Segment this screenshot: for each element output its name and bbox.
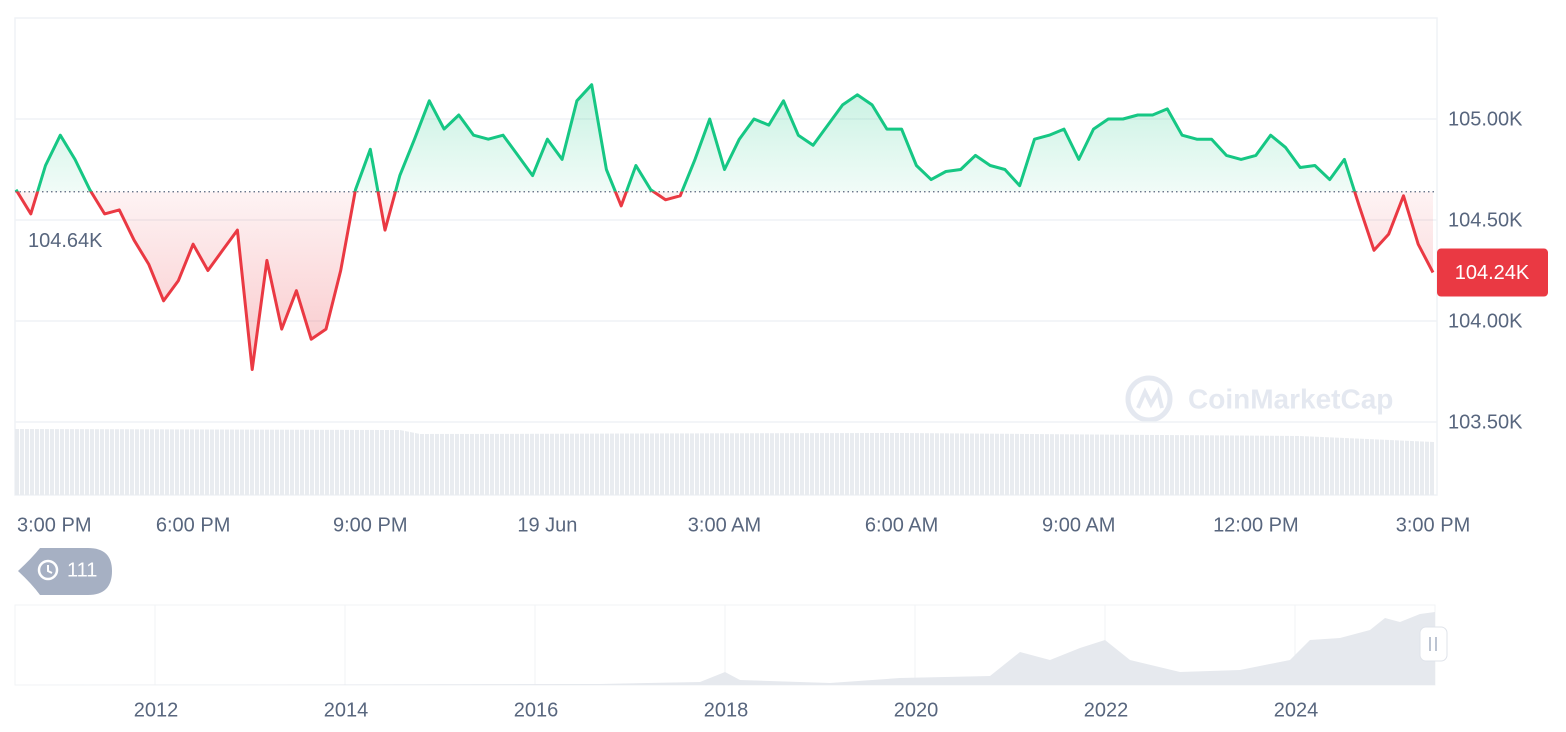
area-fill [16,84,1433,370]
x-tick-label: 3:00 AM [688,514,761,536]
year-label: 2016 [514,699,559,721]
x-tick-label: 9:00 AM [1042,514,1115,536]
last-price-label: 104.24K [1455,262,1530,284]
volume-bars [15,429,1434,495]
x-tick-label: 12:00 PM [1213,514,1299,536]
x-tick-label: 9:00 PM [333,514,407,536]
watermark: CoinMarketCap [1125,375,1393,423]
y-tick-label: 104.50K [1448,209,1523,231]
year-label: 2022 [1084,699,1129,721]
baseline-label: 104.64K [28,230,103,252]
watermark-text: CoinMarketCap [1188,383,1393,414]
y-tick-label: 104.00K [1448,310,1523,332]
price-line [14,83,1435,371]
x-tick-label: 6:00 AM [865,514,938,536]
year-label: 2024 [1274,699,1319,721]
year-label: 2020 [894,699,939,721]
y-tick-label: 105.00K [1448,108,1523,130]
history-count: 111 [67,559,97,581]
year-label: 2014 [324,699,369,721]
year-label: 2018 [704,699,749,721]
plot-frame [14,17,1438,496]
x-tick-label: 3:00 PM [17,514,91,536]
last-price-box [1437,248,1548,297]
y-tick-label: 103.50K [1448,411,1523,433]
navigator [14,604,1448,686]
x-tick-label: 3:00 PM [1396,514,1470,536]
x-tick-label: 6:00 PM [156,514,230,536]
year-label: 2012 [134,699,179,721]
history-badge[interactable]: 111 [18,548,112,595]
x-tick-label: 19 Jun [517,514,577,536]
